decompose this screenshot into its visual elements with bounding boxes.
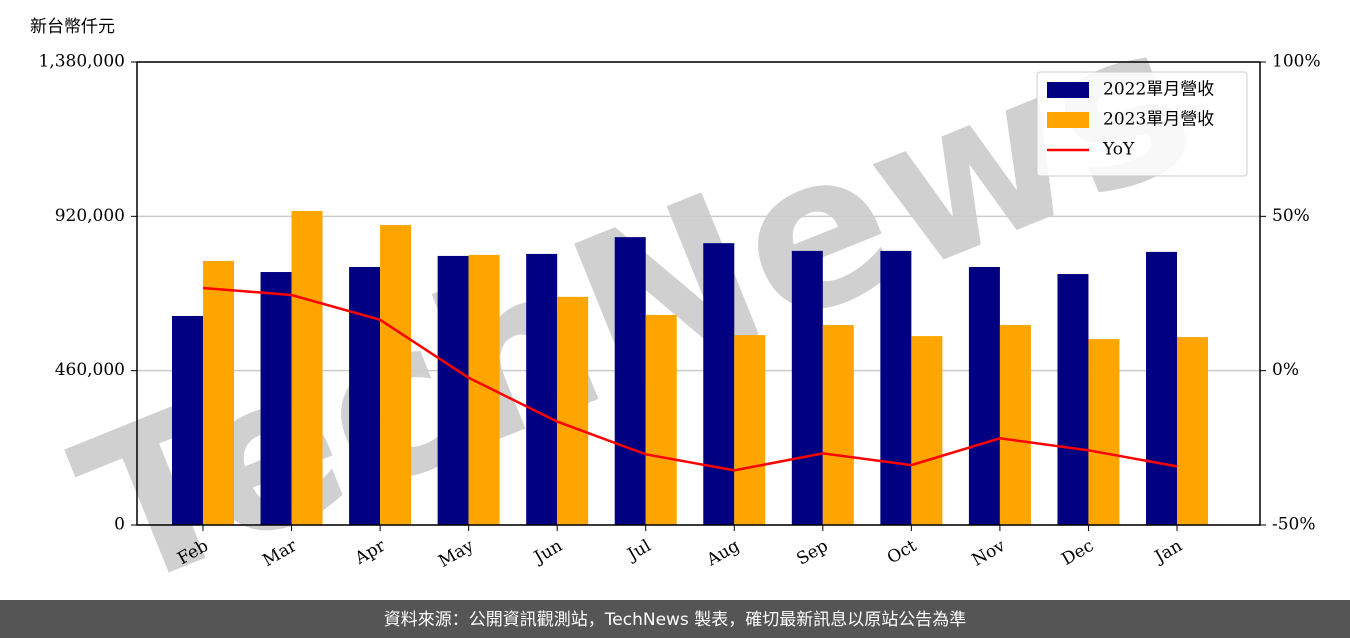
- y-tick-label: 920,000: [55, 206, 125, 226]
- bar: [1146, 251, 1177, 525]
- y-axis-label: 新台幣仟元: [30, 17, 115, 37]
- bar: [968, 266, 1000, 525]
- legend: 2022單月營收 2023單月營收 YoY: [1036, 71, 1248, 177]
- legend-label: 2022單月營收: [1103, 80, 1214, 100]
- legend-label: YoY: [1102, 140, 1135, 160]
- y-tick-label: 0: [114, 515, 125, 535]
- y2-tick-label: -50%: [1272, 515, 1316, 535]
- bar: [1057, 274, 1089, 525]
- plot-frame: [136, 61, 1261, 526]
- y2-tick-label: 0%: [1272, 360, 1299, 380]
- footer-bar: [0, 600, 1350, 638]
- bar: [1088, 339, 1120, 525]
- bar: [437, 255, 469, 525]
- y2-tick-label: 50%: [1272, 206, 1310, 226]
- legend-swatch: [1047, 112, 1089, 128]
- bar: [260, 272, 292, 525]
- y2-tick-label: 100%: [1272, 52, 1321, 72]
- bar: [999, 325, 1031, 525]
- bar: [349, 266, 381, 525]
- bar: [557, 296, 589, 525]
- bar: [703, 243, 735, 525]
- bar: [291, 210, 323, 525]
- bar: [172, 315, 203, 525]
- bar: [734, 335, 766, 525]
- legend-label: 2023單月營收: [1103, 110, 1214, 130]
- bar: [614, 237, 646, 526]
- y-tick-label: 460,000: [55, 360, 125, 380]
- bar: [645, 314, 677, 525]
- bar: [822, 325, 854, 525]
- legend-swatch: [1047, 82, 1089, 98]
- bar: [203, 260, 234, 525]
- bar: [1177, 337, 1208, 525]
- bar: [911, 336, 943, 525]
- legend-box: [1036, 71, 1248, 177]
- footer: 資料來源：公開資訊觀測站，TechNews 製表，確切最新訊息以原站公告為準: [384, 610, 966, 630]
- bar: [880, 250, 912, 526]
- bar: [526, 253, 558, 525]
- y-tick-label: 1,380,000: [38, 52, 125, 72]
- line-series: [202, 286, 1178, 472]
- bar: [380, 225, 412, 525]
- bar: [791, 250, 823, 526]
